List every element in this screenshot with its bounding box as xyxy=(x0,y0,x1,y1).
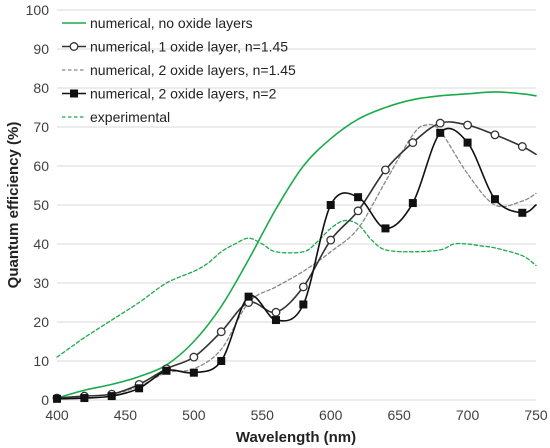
y-tick-label: 50 xyxy=(33,197,49,213)
data-point xyxy=(53,394,61,403)
data-point xyxy=(408,138,418,148)
data-point xyxy=(271,316,280,325)
series-experimental xyxy=(56,219,537,358)
legend-item-numerical-no-oxide-layers: numerical, no oxide layers xyxy=(62,15,253,31)
x-tick-label: 500 xyxy=(182,407,206,423)
legend-item-numerical-2-oxide-layers-n-1-45: numerical, 2 oxide layers, n=1.45 xyxy=(62,62,296,78)
data-point xyxy=(490,130,500,140)
series-line xyxy=(56,121,537,399)
data-point xyxy=(107,392,116,401)
data-point xyxy=(80,394,89,403)
data-point xyxy=(408,199,417,208)
legend: numerical, no oxide layers numerical, 1 o… xyxy=(62,15,296,125)
series-line xyxy=(56,219,537,358)
data-point xyxy=(353,206,363,216)
data-point xyxy=(354,193,363,202)
data-point xyxy=(381,224,390,233)
data-point xyxy=(216,327,226,337)
data-point xyxy=(381,165,390,175)
y-axis-ticks: 0 10 20 30 40 50 60 70 80 90 100 xyxy=(26,2,50,408)
x-axis-title: Wavelength (nm) xyxy=(236,429,356,446)
x-tick-label: 450 xyxy=(114,407,138,423)
legend-item-numerical-1-oxide-layer-n-1-45: numerical, 1 oxide layer, n=1.45 xyxy=(62,39,288,55)
data-point xyxy=(435,118,445,128)
y-tick-label: 0 xyxy=(41,392,49,408)
data-series xyxy=(52,91,537,403)
y-tick-label: 100 xyxy=(26,2,50,18)
legend-marker xyxy=(70,89,78,98)
data-point xyxy=(189,368,198,377)
data-point xyxy=(436,128,445,137)
y-tick-label: 10 xyxy=(33,353,49,369)
legend-label: numerical, 2 oxide layers, n=2 xyxy=(90,86,277,102)
y-axis-title: Quantum efficiency (%) xyxy=(5,122,22,289)
data-point xyxy=(244,292,253,301)
x-axis-ticks: 400 450 500 550 600 650 700 750 xyxy=(45,407,548,423)
series-numerical-no-oxide-layers xyxy=(56,91,537,399)
y-tick-label: 90 xyxy=(33,41,49,57)
x-tick-label: 600 xyxy=(319,407,343,423)
x-tick-label: 650 xyxy=(387,407,411,423)
data-point xyxy=(217,357,226,365)
data-point xyxy=(189,352,199,362)
legend-label: numerical, 1 oxide layer, n=1.45 xyxy=(90,39,288,55)
x-tick-label: 550 xyxy=(251,407,275,423)
data-point xyxy=(298,282,308,292)
x-tick-label: 400 xyxy=(45,407,69,423)
data-point xyxy=(326,235,336,245)
y-tick-label: 40 xyxy=(33,236,49,252)
y-tick-label: 60 xyxy=(33,158,49,174)
y-tick-label: 70 xyxy=(33,119,49,135)
legend-label: numerical, 2 oxide layers, n=1.45 xyxy=(90,62,296,78)
x-tick-label: 750 xyxy=(524,407,548,423)
data-point xyxy=(463,120,473,130)
legend-item-experimental: experimental xyxy=(62,109,170,125)
y-tick-label: 30 xyxy=(33,275,49,291)
data-point xyxy=(463,138,472,147)
series-numerical-2-oxide-layers-n-2 xyxy=(53,127,537,403)
legend-label: numerical, no oxide layers xyxy=(90,15,253,31)
series-numerical-1-oxide-layer-n-1-45 xyxy=(52,118,537,403)
grid xyxy=(57,9,536,401)
y-tick-label: 80 xyxy=(33,80,49,96)
legend-marker xyxy=(69,42,79,51)
legend-item-numerical-2-oxide-layers-n-2: numerical, 2 oxide layers, n=2 xyxy=(62,86,277,102)
data-point xyxy=(299,300,308,309)
x-tick-label: 700 xyxy=(456,407,480,423)
data-point xyxy=(162,366,171,375)
data-point xyxy=(517,142,527,151)
data-point xyxy=(271,307,281,317)
y-tick-label: 20 xyxy=(33,314,49,330)
series-line xyxy=(56,91,537,399)
data-point xyxy=(490,195,499,204)
data-point xyxy=(135,384,144,393)
data-point xyxy=(518,208,527,217)
legend-label: experimental xyxy=(90,109,170,125)
data-point xyxy=(326,201,335,209)
series-line xyxy=(56,127,537,400)
